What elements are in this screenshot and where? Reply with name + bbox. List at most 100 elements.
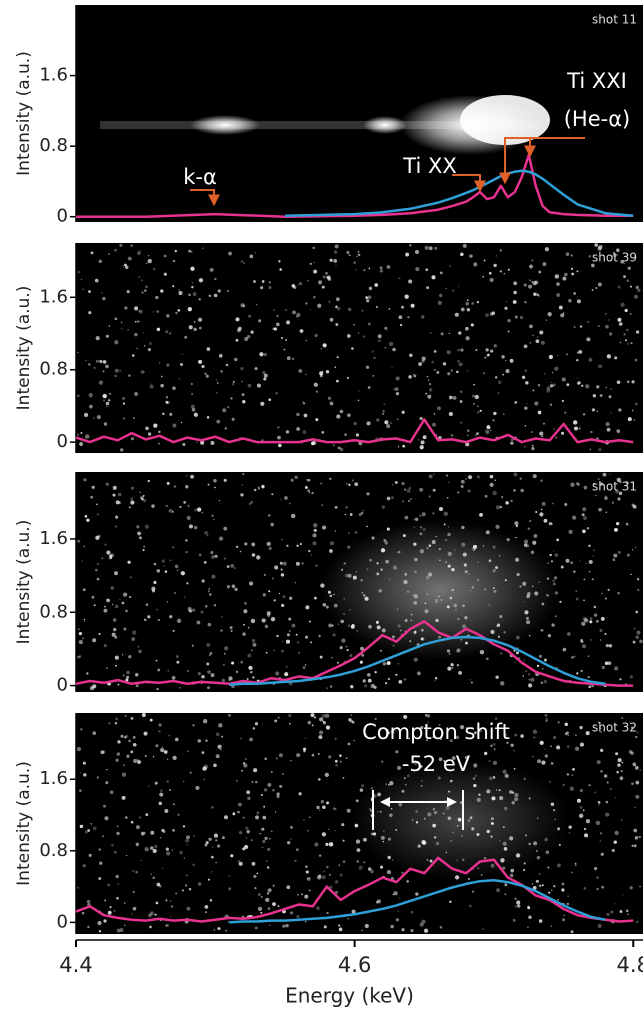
speckle <box>191 644 194 647</box>
speckle <box>421 359 425 364</box>
speckle <box>449 596 453 600</box>
speckle <box>315 564 318 567</box>
speckle <box>325 865 329 869</box>
speckle <box>281 772 284 775</box>
speckle <box>224 646 229 651</box>
speckle <box>579 325 583 328</box>
speckle <box>458 331 462 335</box>
speckle <box>464 616 468 620</box>
speckle <box>425 392 427 395</box>
speckle <box>465 442 470 447</box>
speckle <box>287 840 291 845</box>
speckle <box>477 561 479 564</box>
speckle <box>528 678 531 681</box>
speckle <box>386 731 390 735</box>
speckle <box>595 494 597 496</box>
speckle <box>106 769 108 771</box>
speckle <box>548 521 553 526</box>
speckle <box>334 530 337 532</box>
speckle <box>606 427 611 432</box>
speckle <box>215 732 220 737</box>
speckle <box>340 619 344 624</box>
speckle <box>137 252 140 255</box>
speckle <box>268 398 272 402</box>
speckle <box>333 258 338 263</box>
speckle <box>338 864 341 866</box>
speckle <box>509 358 514 363</box>
speckle <box>280 573 285 577</box>
speckle <box>102 360 107 364</box>
speckle <box>534 591 539 596</box>
speckle <box>607 661 612 665</box>
speckle <box>449 739 453 743</box>
speckle <box>402 444 406 448</box>
speckle <box>337 623 340 625</box>
speckle <box>137 645 140 648</box>
speckle <box>616 380 621 385</box>
speckle <box>267 907 271 910</box>
speckle <box>424 245 429 251</box>
speckle <box>429 859 433 863</box>
speckle <box>178 289 180 291</box>
speckle <box>364 923 369 929</box>
speckle <box>588 784 591 787</box>
speckle <box>268 590 271 593</box>
speckle <box>458 285 460 288</box>
speckle <box>223 557 226 560</box>
speckle <box>76 433 80 436</box>
speckle <box>404 619 408 622</box>
speckle <box>601 592 604 595</box>
speckle <box>492 587 495 589</box>
speckle <box>174 249 177 253</box>
speckle <box>172 629 175 632</box>
speckle <box>459 400 463 403</box>
speckle <box>413 594 419 599</box>
speckle <box>105 482 110 486</box>
speckle <box>265 860 268 862</box>
speckle <box>438 724 441 726</box>
speckle <box>494 479 496 482</box>
speckle <box>392 347 396 352</box>
speckle <box>586 337 591 342</box>
speckle <box>435 601 438 603</box>
speckle <box>522 581 527 586</box>
speckle <box>253 488 257 492</box>
speckle <box>236 671 239 674</box>
speckle <box>597 721 600 724</box>
speckle <box>130 497 134 501</box>
speckle <box>103 919 107 923</box>
speckle <box>302 401 304 403</box>
speckle <box>388 341 394 347</box>
speckle <box>596 410 599 413</box>
speckle <box>160 383 164 388</box>
speckle <box>516 572 520 577</box>
speckle <box>495 524 500 530</box>
speckle <box>305 865 308 868</box>
speckle <box>450 839 453 842</box>
speckle <box>251 639 256 643</box>
speckle <box>626 380 630 384</box>
speckle <box>120 734 124 738</box>
speckle <box>545 319 548 321</box>
speckle <box>420 765 423 768</box>
speckle <box>619 678 622 681</box>
speckle <box>115 874 119 879</box>
speckle <box>531 585 534 588</box>
speckle <box>615 752 619 756</box>
speckle <box>489 429 492 431</box>
speckle <box>104 816 109 821</box>
speckle <box>115 717 119 721</box>
speckle <box>158 442 160 445</box>
speckle <box>98 632 101 635</box>
speckle <box>156 310 160 313</box>
speckle <box>505 369 510 374</box>
speckle <box>352 575 357 580</box>
speckle <box>331 656 333 659</box>
speckle <box>96 503 98 506</box>
speckle <box>550 560 554 563</box>
speckle <box>280 337 284 340</box>
speckle <box>454 312 459 317</box>
speckle <box>377 792 381 797</box>
speckle <box>116 825 119 828</box>
speckle <box>531 444 534 447</box>
